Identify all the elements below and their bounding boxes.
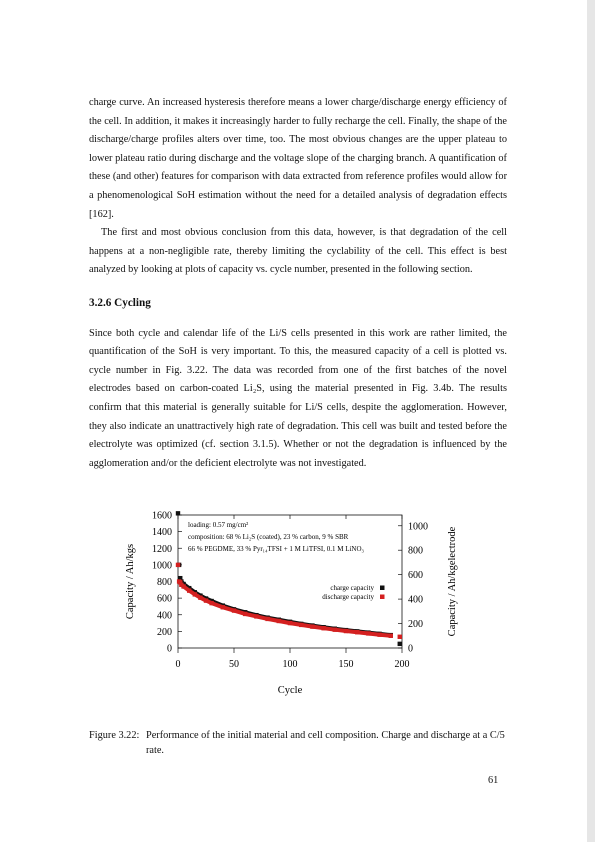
x-tick-label: 150 (339, 659, 354, 670)
figure-caption: Figure 3.22: Performance of the initial … (89, 729, 507, 758)
discharge-point (355, 630, 360, 635)
discharge-point (181, 584, 186, 589)
discharge-point (209, 600, 214, 606)
capacity-chart: 0200400600800100012001400160002004006008… (125, 511, 458, 697)
x-tick-label: 0 (176, 659, 181, 670)
discharge-point (203, 598, 209, 603)
discharge-point (254, 614, 259, 619)
info-electrolyte: 66 % PEGDME, 33 % Pyr₁₄TFSI + 1 M LiTFSI… (188, 545, 365, 553)
discharge-point (332, 627, 337, 632)
y2-tick-label: 0 (408, 644, 413, 655)
discharge-point (192, 592, 197, 597)
legend-entry: discharge capacity (322, 593, 374, 601)
discharge-point (287, 620, 293, 626)
y2-tick-label: 800 (408, 546, 423, 557)
x-axis-label: Cycle (278, 685, 303, 696)
discharge-point (299, 622, 304, 628)
discharge-point (321, 626, 326, 631)
discharge-point (310, 624, 315, 629)
paragraph-2: The first and most obvious conclusion fr… (89, 227, 507, 276)
discharge-point (179, 582, 184, 588)
paragraph-1: charge curve. An increased hysteresis th… (89, 97, 507, 220)
y-tick-label: 1200 (152, 544, 172, 555)
charge-point (175, 511, 181, 516)
charge-point (397, 641, 402, 647)
paragraph-3: Since both cycle and calendar life of th… (89, 327, 507, 469)
y-tick-label: 400 (157, 610, 172, 621)
legend-entry: charge capacity (330, 584, 374, 592)
discharge-point (276, 618, 281, 624)
caption-label: Figure 3.22: (89, 730, 140, 741)
discharge-point (178, 580, 183, 585)
discharge-point (220, 605, 225, 610)
y-tick-label: 1600 (152, 511, 172, 522)
discharge-point (377, 632, 382, 637)
x-tick-label: 100 (283, 659, 298, 670)
y-tick-label: 1000 (152, 560, 172, 571)
discharge-point (366, 631, 371, 636)
page-number: 61 (488, 775, 499, 786)
y-tick-label: 800 (157, 577, 172, 588)
info-loading: loading: 0.57 mg/cm² (188, 521, 248, 529)
legend-marker (380, 594, 385, 599)
discharge-point (343, 628, 349, 634)
figure-3-22: 0 200 400 600 800 1000 1200 1400 1600 0 200 400 600 8… (108, 503, 470, 725)
discharge-point (198, 595, 203, 600)
x-tick-label: 200 (395, 659, 410, 670)
discharge-point (388, 633, 393, 638)
section-heading: 3.2.6 Cycling (89, 296, 151, 309)
x-tick-label: 50 (229, 659, 239, 670)
page-edge-shade (587, 0, 595, 842)
y2-tick-label: 400 (408, 595, 423, 606)
y-tick-label: 200 (157, 627, 172, 638)
body-text: charge curve. An increased hysteresis th… (89, 94, 507, 473)
y2-tick-label: 1000 (408, 521, 428, 532)
y-tick-label: 600 (157, 594, 172, 605)
info-composition: composition: 68 % Li₂S (coated), 23 % ca… (188, 533, 349, 541)
discharge-point (243, 611, 248, 617)
legend-marker (380, 585, 385, 590)
discharge-point (265, 616, 270, 622)
y2-axis-label: Capacity / Ah/kgelectrode (447, 526, 458, 636)
discharge-point (397, 634, 402, 639)
discharge-point (231, 608, 237, 613)
y-tick-label: 0 (167, 644, 172, 655)
discharge-point (187, 588, 192, 593)
discharge-point (175, 562, 181, 568)
caption-body: Performance of the initial material and … (146, 730, 505, 756)
y-axis-label: Capacity / Ah/kgs (125, 544, 136, 619)
y2-tick-label: 600 (408, 570, 423, 581)
y2-tick-label: 200 (408, 619, 423, 630)
y-tick-label: 1400 (152, 527, 172, 538)
charge-point (178, 575, 183, 581)
